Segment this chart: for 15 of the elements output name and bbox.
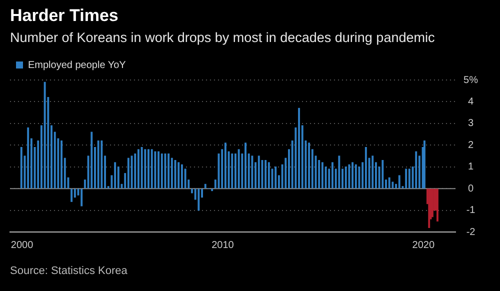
legend-label: Employed people YoY bbox=[28, 60, 126, 71]
source-note: Source: Statistics Korea bbox=[10, 265, 128, 277]
x-tick-label: 2010 bbox=[212, 240, 234, 251]
y-tick-label: -2 bbox=[466, 226, 476, 238]
y-tick-label: 4 bbox=[468, 96, 474, 108]
y-tick-label: 0 bbox=[468, 183, 474, 194]
x-tick-label: 2000 bbox=[10, 240, 34, 251]
chart-title: Harder Times bbox=[10, 6, 118, 26]
y-tick-label: 1 bbox=[468, 162, 474, 173]
chart-subtitle: Number of Koreans in work drops by most in decades during pandemic bbox=[10, 30, 435, 45]
y-tick-label: -1 bbox=[466, 205, 476, 216]
x-tick-label: 2020 bbox=[412, 240, 435, 251]
y-tick-label: 2 bbox=[468, 140, 474, 151]
y-tick-label: 3 bbox=[468, 118, 474, 130]
y-tick-label: 5% bbox=[464, 74, 478, 86]
